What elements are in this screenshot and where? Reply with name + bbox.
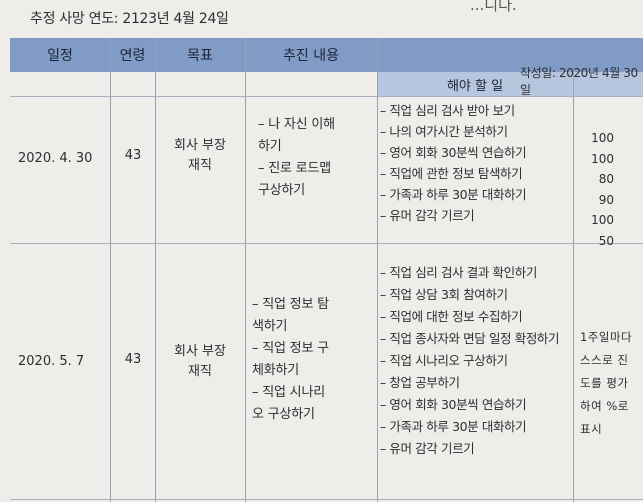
column-header-tasks: 해야 할 일 (446, 78, 504, 94)
column-divider (245, 38, 246, 502)
column-divider (155, 38, 156, 502)
row-plans: – 직업 정보 탐 색하기 – 직업 정보 구 체화하기 – 직업 시나리 오 … (252, 294, 376, 426)
row-divider (10, 499, 643, 500)
row-age: 43 (124, 352, 142, 367)
task-item: – 직업 심리 검사 결과 확인하기 (380, 265, 537, 280)
column-header-goal: 목표 (187, 48, 213, 64)
score-value: 50 (598, 233, 614, 248)
row-tasks: – 직업 심리 검사 받아 보기 – 나의 여가시간 분석하기 – 영어 회화 … (380, 100, 527, 226)
row-tasks: – 직업 심리 검사 결과 확인하기 – 직업 상담 3회 참여하기 – 직업에… (380, 262, 560, 460)
column-header-age: 연령 (119, 48, 146, 64)
row-evaluation: 1주일마다 스스로 진 도를 평가 하여 %로 표시 (580, 330, 633, 436)
task-item: – 직업에 대한 정보 수집하기 (380, 309, 523, 324)
score-value: 100 (591, 213, 614, 227)
task-item: – 직업 종사자와 면담 일정 확정하기 (380, 331, 560, 346)
task-item: – 직업 상담 3회 참여하기 (380, 287, 508, 302)
row-goal: 회사 부장 재직 (174, 344, 226, 379)
column-header-plan: 추진 내용 (283, 48, 339, 64)
cut-off-text: ...니다. (470, 0, 517, 14)
row-divider (10, 243, 643, 244)
column-header-schedule: 일정 (47, 48, 73, 64)
task-item: – 직업 시나리오 구상하기 (380, 353, 508, 368)
task-item: – 영어 회화 30분씩 연습하기 (380, 145, 527, 160)
task-item: – 가족과 하루 30분 대화하기 (380, 419, 527, 434)
row-date: 2020. 4. 30 (18, 151, 93, 166)
table-subheader-band (377, 72, 643, 96)
row-date: 2020. 5. 7 (18, 354, 85, 369)
row-scores: 100 100 80 90 100 50 (574, 128, 614, 251)
task-item: – 직업에 관한 정보 탐색하기 (380, 166, 523, 181)
row-age: 43 (124, 148, 142, 163)
score-value: 100 (591, 151, 614, 166)
written-date: 작성일: 2020년 4월 30일 (520, 66, 638, 97)
row-goal: 회사 부장 재직 (174, 138, 226, 173)
task-item: – 나의 여가시간 분석하기 (380, 124, 508, 139)
task-item: – 유머 감각 기르기 (380, 441, 475, 456)
column-divider (377, 38, 378, 502)
plan-item: – 직업 정보 구 체화하기 (252, 341, 329, 378)
plan-item: – 직업 정보 탐 색하기 (252, 297, 329, 334)
task-item: – 창업 공부하기 (380, 375, 460, 390)
task-item: – 유머 감각 기르기 (380, 208, 475, 223)
score-value: 100 (591, 131, 614, 145)
row-plans: – 나 자신 이해 하기 – 진로 로드맵 구상하기 (258, 114, 376, 202)
column-divider (573, 72, 574, 502)
estimated-death-year: 추정 사망 연도: 2123년 4월 24일 (30, 11, 229, 27)
score-value: 90 (598, 192, 614, 207)
header-divider (10, 96, 643, 97)
task-item: – 가족과 하루 30분 대화하기 (380, 187, 527, 202)
task-item: – 영어 회화 30분씩 연습하기 (380, 397, 527, 412)
page-header: 추정 사망 연도: 2123년 4월 24일 ...니다. (0, 0, 643, 40)
table-header-band (10, 38, 643, 72)
column-divider (110, 38, 111, 502)
score-value: 80 (598, 172, 614, 186)
task-item: – 직업 심리 검사 받아 보기 (380, 103, 515, 118)
plan-item: – 나 자신 이해 하기 (258, 117, 335, 154)
plan-item: – 직업 시나리 오 구상하기 (252, 385, 325, 422)
plan-item: – 진로 로드맵 구상하기 (258, 161, 331, 198)
